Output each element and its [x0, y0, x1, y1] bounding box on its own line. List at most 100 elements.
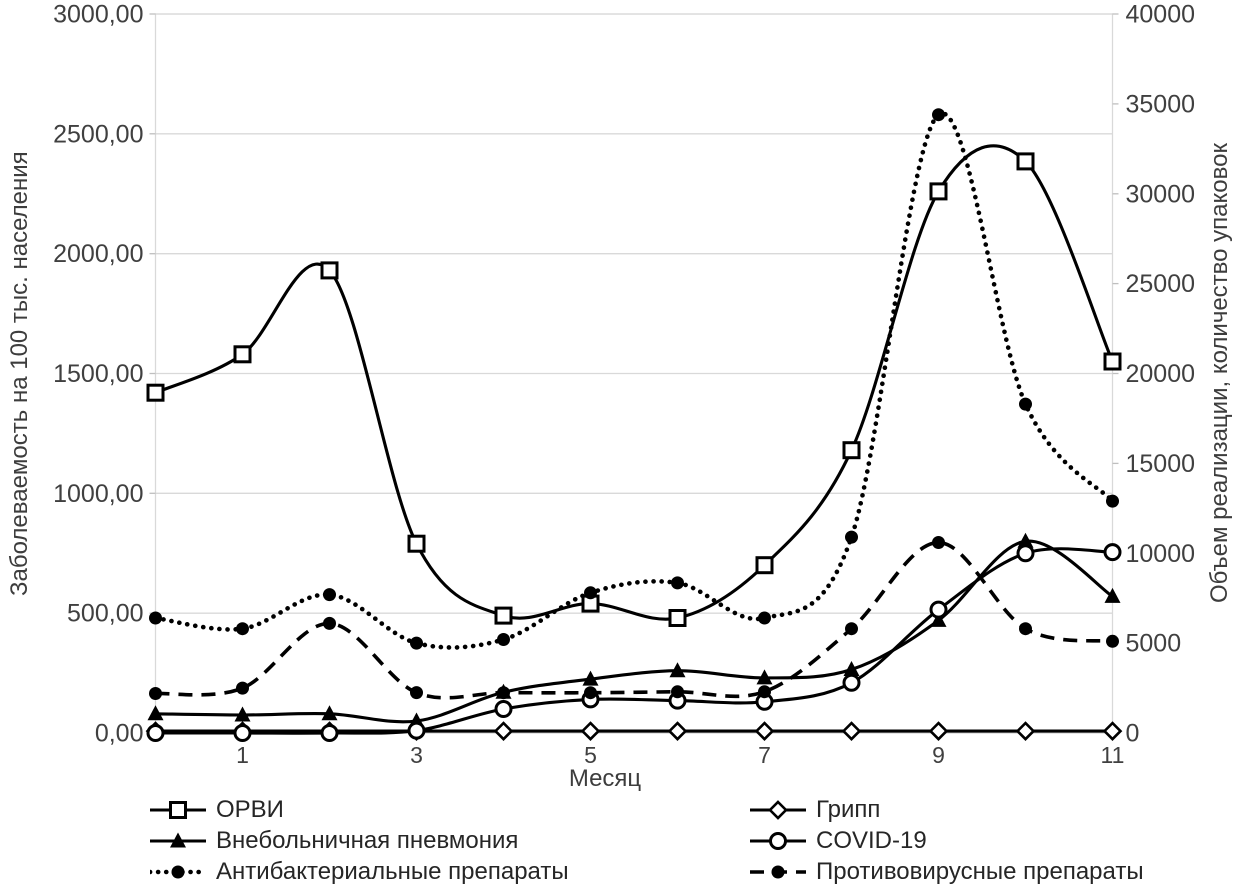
- marker-open-square: [842, 441, 861, 460]
- x-tick-label: 3: [410, 742, 423, 768]
- legend-swatch: [750, 800, 806, 820]
- x-tick-label: 11: [1101, 742, 1125, 768]
- legend-label: Антибактериальные препараты: [216, 858, 569, 885]
- legend-item-3: Внебольничная пневмония: [150, 827, 519, 854]
- marker-filled-circle: [758, 685, 771, 699]
- marker-open-diamond: [841, 721, 862, 741]
- marker-filled-circle: [584, 586, 597, 600]
- series-6: [149, 536, 1119, 700]
- marker-open-square: [668, 609, 687, 627]
- legend-label: Внебольничная пневмония: [216, 827, 519, 854]
- marker-open-square: [929, 182, 948, 201]
- right-tick-label: 10000: [1126, 540, 1196, 568]
- marker-open-circle: [233, 724, 252, 742]
- x-tick-label: 9: [932, 742, 945, 768]
- marker-filled-circle: [497, 633, 510, 646]
- right-tick-label: 15000: [1126, 450, 1196, 478]
- legend-label: Грипп: [816, 796, 881, 823]
- series-1: [146, 144, 1122, 627]
- marker-filled-circle: [149, 611, 162, 625]
- marker-filled-triangle: [756, 669, 773, 685]
- marker-filled-circle: [1106, 634, 1119, 648]
- marker-filled-circle: [323, 588, 336, 602]
- marker-open-square: [1016, 152, 1035, 171]
- x-axis-tick-labels: 1 3 5 7 9 11: [236, 742, 1124, 768]
- marker-open-square: [755, 556, 774, 575]
- marker-filled-circle: [1019, 397, 1032, 411]
- left-tick-label: 1500,00: [53, 360, 143, 388]
- series-markers: [146, 152, 1122, 627]
- marker-open-circle: [769, 832, 787, 850]
- marker-filled-circle: [845, 622, 858, 636]
- left-tick-label: 0,00: [95, 720, 144, 748]
- marker-filled-circle: [845, 530, 858, 544]
- legend-swatch: [150, 832, 206, 848]
- marker-filled-triangle: [930, 611, 947, 627]
- marker-open-diamond: [493, 721, 514, 741]
- x-tick-label: 5: [584, 742, 597, 768]
- left-tick-label: 3000,00: [53, 1, 143, 29]
- marker-open-diamond: [928, 721, 949, 741]
- series-line: [155, 540, 1113, 700]
- right-axis-title: Объем реализации, количество упаковок: [1206, 143, 1233, 604]
- series-2: [145, 721, 1123, 741]
- marker-open-circle: [1016, 544, 1035, 563]
- marker-open-circle: [494, 700, 513, 718]
- marker-filled-circle: [236, 622, 249, 636]
- legend-item-4: COVID-19: [750, 827, 927, 854]
- axis-ticks: [149, 13, 1119, 739]
- marker-open-square: [407, 534, 426, 553]
- marker-open-diamond: [754, 721, 775, 741]
- left-tick-label: 1000,00: [53, 480, 143, 508]
- left-tick-label: 2500,00: [53, 120, 143, 148]
- marker-filled-triangle: [1104, 587, 1121, 603]
- marker-filled-triangle: [170, 832, 186, 848]
- marker-filled-triangle: [1017, 532, 1034, 548]
- marker-open-square: [146, 383, 165, 402]
- marker-open-diamond: [1102, 721, 1123, 741]
- marker-filled-circle: [932, 108, 945, 122]
- marker-open-circle: [146, 724, 165, 742]
- marker-filled-triangle: [147, 705, 164, 721]
- series-line: [154, 144, 1114, 621]
- marker-open-square: [233, 345, 252, 364]
- series-markers: [149, 108, 1119, 650]
- marker-open-square: [1103, 352, 1122, 371]
- marker-filled-circle: [236, 681, 249, 695]
- x-axis-title: Месяц: [568, 765, 642, 792]
- marker-open-circle: [842, 673, 861, 692]
- series-markers: [146, 543, 1122, 742]
- chart-canvas: 0,00500,001000,001500,002000,002500,0030…: [53, 1, 1196, 769]
- legend-label: Противовирусные препараты: [816, 858, 1144, 885]
- legend-swatch: [150, 801, 206, 819]
- marker-open-circle: [1103, 543, 1122, 562]
- marker-open-square: [494, 606, 513, 625]
- legend-swatch: [150, 865, 206, 879]
- right-tick-label: 30000: [1126, 180, 1196, 208]
- legend-item-2: Грипп: [750, 796, 881, 823]
- marker-filled-circle: [171, 865, 185, 879]
- right-tick-label: 5000: [1126, 630, 1182, 658]
- legend-swatch: [750, 865, 806, 879]
- series-line: [153, 111, 1115, 650]
- right-tick-label: 0: [1126, 720, 1140, 748]
- plot-gridlines: [155, 13, 1113, 734]
- marker-filled-circle: [1106, 494, 1119, 508]
- right-tick-label: 35000: [1126, 90, 1196, 118]
- series-markers: [149, 536, 1119, 700]
- marker-open-circle: [407, 721, 426, 740]
- legend-label: COVID-19: [816, 827, 927, 854]
- marker-filled-circle: [323, 616, 336, 630]
- legend-item-6: Противовирусные препараты: [750, 858, 1144, 885]
- marker-filled-circle: [671, 576, 684, 590]
- marker-filled-circle: [1019, 622, 1032, 636]
- right-axis-tick-labels: 0 5000 10000 15000 20000 25000 30000 35000 40000: [1126, 1, 1196, 748]
- series-line: [155, 539, 1114, 724]
- series-5: [149, 108, 1119, 650]
- legend-swatch: [750, 832, 806, 850]
- x-tick-label: 1: [236, 742, 249, 768]
- marker-filled-circle: [671, 685, 684, 699]
- marker-filled-circle: [149, 687, 162, 700]
- marker-open-diamond: [580, 721, 601, 741]
- marker-filled-circle: [771, 865, 785, 879]
